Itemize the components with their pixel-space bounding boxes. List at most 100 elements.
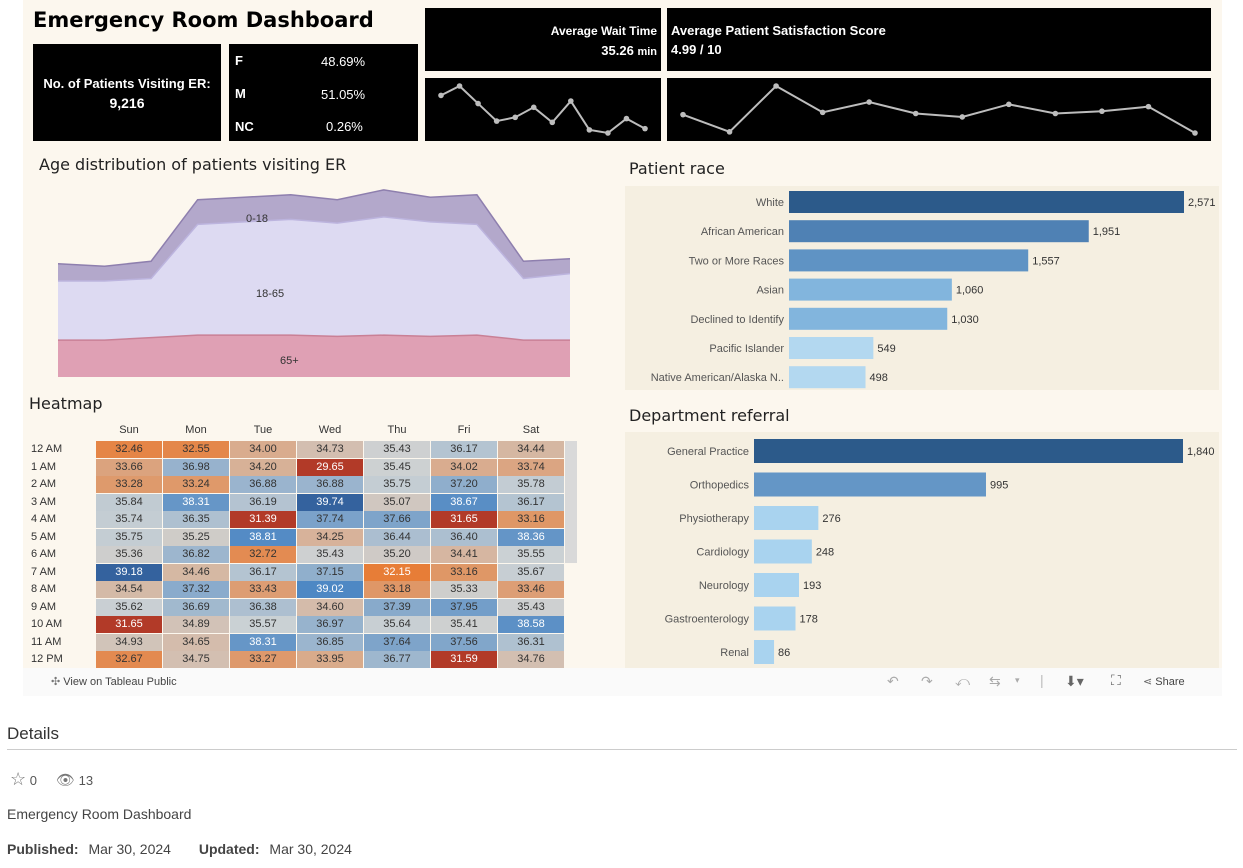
heatmap-cell[interactable]: 34.75 — [163, 651, 229, 668]
revert-icon[interactable]: ⤺ — [955, 673, 970, 689]
heatmap-scrollbar[interactable] — [565, 441, 577, 563]
heatmap-cell[interactable]: 33.27 — [230, 651, 296, 668]
bar[interactable] — [754, 439, 1183, 463]
heatmap-cell[interactable]: 33.16 — [431, 563, 497, 581]
heatmap-cell[interactable]: 37.15 — [297, 563, 363, 581]
heatmap-cell[interactable]: 35.64 — [364, 616, 430, 633]
redo-icon[interactable]: ↷ — [921, 673, 933, 689]
heatmap-cell[interactable]: 34.93 — [96, 633, 162, 651]
heatmap-cell[interactable]: 35.75 — [96, 528, 162, 546]
bar[interactable] — [754, 539, 812, 564]
bar[interactable] — [789, 220, 1089, 243]
download-icon[interactable]: ⬇▾ — [1065, 673, 1084, 689]
refresh-icon[interactable]: ⇆ — [989, 673, 1001, 689]
heatmap-cell[interactable]: 35.20 — [364, 546, 430, 563]
heatmap-cell[interactable]: 32.55 — [163, 441, 229, 458]
bar[interactable] — [754, 506, 819, 530]
heatmap-cell[interactable]: 33.43 — [230, 581, 296, 598]
heatmap-cell[interactable]: 34.60 — [297, 598, 363, 616]
heatmap-cell[interactable]: 33.18 — [364, 581, 430, 598]
heatmap-cell[interactable]: 33.24 — [163, 476, 229, 493]
heatmap-cell[interactable]: 35.84 — [96, 493, 162, 511]
heatmap-cell[interactable]: 39.74 — [297, 493, 363, 511]
heatmap-cell[interactable]: 35.62 — [96, 598, 162, 616]
heatmap-cell[interactable]: 37.32 — [163, 581, 229, 598]
heatmap-cell[interactable]: 36.82 — [163, 546, 229, 563]
heatmap-cell[interactable]: 39.18 — [96, 563, 162, 581]
bar[interactable] — [789, 337, 874, 359]
heatmap-cell[interactable]: 36.17 — [431, 441, 497, 458]
heatmap-cell[interactable]: 29.65 — [297, 458, 363, 476]
heatmap-cell[interactable]: 33.46 — [498, 581, 564, 598]
heatmap-cell[interactable]: 34.89 — [163, 616, 229, 633]
heatmap-cell[interactable]: 35.78 — [498, 476, 564, 493]
heatmap-cell[interactable]: 33.74 — [498, 458, 564, 476]
heatmap-cell[interactable]: 35.45 — [364, 458, 430, 476]
heatmap-cell[interactable]: 34.46 — [163, 563, 229, 581]
heatmap-cell[interactable]: 37.66 — [364, 511, 430, 528]
heatmap-cell[interactable]: 36.88 — [230, 476, 296, 493]
view-on-tableau-link[interactable]: ✣ View on Tableau Public — [51, 675, 177, 688]
heatmap-cell[interactable]: 36.17 — [230, 563, 296, 581]
bar[interactable] — [789, 249, 1029, 272]
heatmap-cell[interactable]: 33.95 — [297, 651, 363, 668]
heatmap-cell[interactable]: 36.19 — [230, 493, 296, 511]
heatmap-cell[interactable]: 37.20 — [431, 476, 497, 493]
bar[interactable] — [754, 606, 796, 631]
heatmap-cell[interactable]: 36.35 — [163, 511, 229, 528]
heatmap-cell[interactable]: 31.65 — [431, 511, 497, 528]
heatmap-cell[interactable]: 39.02 — [297, 581, 363, 598]
bar[interactable] — [754, 472, 986, 497]
heatmap-cell[interactable]: 31.59 — [431, 651, 497, 668]
heatmap-cell[interactable]: 35.36 — [96, 546, 162, 563]
heatmap-cell[interactable]: 36.44 — [364, 528, 430, 546]
share-button[interactable]: ⋖ Share — [1143, 675, 1185, 688]
heatmap-cell[interactable]: 36.98 — [163, 458, 229, 476]
heatmap-cell[interactable]: 35.74 — [96, 511, 162, 528]
heatmap-cell[interactable]: 36.31 — [498, 633, 564, 651]
heatmap-cell[interactable]: 33.66 — [96, 458, 162, 476]
bar[interactable] — [789, 366, 866, 389]
heatmap-cell[interactable]: 34.25 — [297, 528, 363, 546]
heatmap-cell[interactable]: 35.07 — [364, 493, 430, 511]
heatmap-cell[interactable]: 36.77 — [364, 651, 430, 668]
heatmap-cell[interactable]: 34.02 — [431, 458, 497, 476]
heatmap-cell[interactable]: 36.85 — [297, 633, 363, 651]
bar[interactable] — [789, 307, 948, 330]
heatmap-cell[interactable]: 32.67 — [96, 651, 162, 668]
heatmap-cell[interactable]: 37.74 — [297, 511, 363, 528]
heatmap-cell[interactable]: 37.64 — [364, 633, 430, 651]
heatmap-cell[interactable]: 35.43 — [498, 598, 564, 616]
heatmap-cell[interactable]: 38.31 — [163, 493, 229, 511]
heatmap-cell[interactable]: 36.69 — [163, 598, 229, 616]
heatmap-cell[interactable]: 31.65 — [96, 616, 162, 633]
heatmap-cell[interactable]: 34.65 — [163, 633, 229, 651]
heatmap-cell[interactable]: 35.57 — [230, 616, 296, 633]
heatmap-cell[interactable]: 35.67 — [498, 563, 564, 581]
bar[interactable] — [789, 278, 952, 301]
heatmap-cell[interactable]: 34.41 — [431, 546, 497, 563]
heatmap-cell[interactable]: 36.88 — [297, 476, 363, 493]
heatmap-cell[interactable]: 37.56 — [431, 633, 497, 651]
heatmap-cell[interactable]: 36.40 — [431, 528, 497, 546]
refresh-dropdown-icon[interactable]: ▾ — [1015, 675, 1020, 685]
heatmap-cell[interactable]: 35.33 — [431, 581, 497, 598]
heatmap-cell[interactable]: 32.46 — [96, 441, 162, 458]
heatmap-cell[interactable]: 34.73 — [297, 441, 363, 458]
heatmap-cell[interactable]: 33.16 — [498, 511, 564, 528]
heatmap-cell[interactable]: 35.25 — [163, 528, 229, 546]
heatmap-cell[interactable]: 34.44 — [498, 441, 564, 458]
heatmap-cell[interactable]: 36.97 — [297, 616, 363, 633]
fullscreen-icon[interactable]: ⛶ — [1111, 672, 1121, 688]
heatmap-cell[interactable]: 34.00 — [230, 441, 296, 458]
heatmap-cell[interactable]: 36.38 — [230, 598, 296, 616]
heatmap-cell[interactable]: 34.54 — [96, 581, 162, 598]
heatmap-cell[interactable]: 38.81 — [230, 528, 296, 546]
heatmap-cell[interactable]: 35.41 — [431, 616, 497, 633]
heatmap-cell[interactable]: 33.28 — [96, 476, 162, 493]
heatmap-cell[interactable]: 32.15 — [364, 563, 430, 581]
bar[interactable] — [754, 573, 799, 597]
heatmap-cell[interactable]: 36.17 — [498, 493, 564, 511]
heatmap-cell[interactable]: 38.31 — [230, 633, 296, 651]
undo-icon[interactable]: ↶ — [887, 673, 899, 689]
